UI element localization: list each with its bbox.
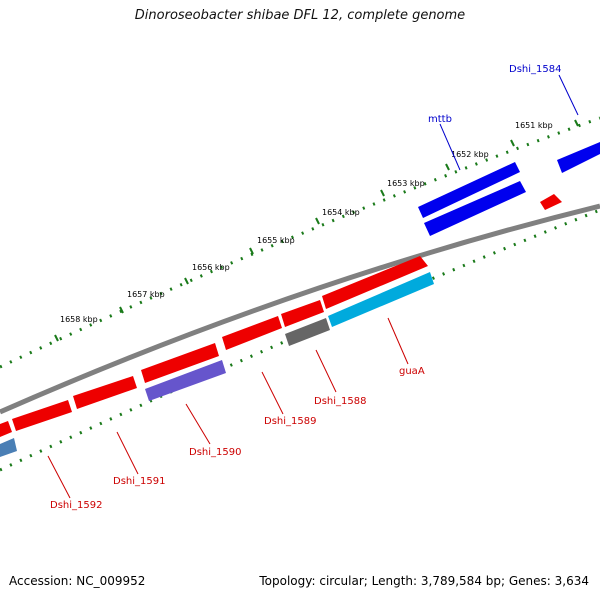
gene-label[interactable]: Dshi_1589	[264, 416, 316, 427]
gene-label[interactable]: Dshi_1591	[113, 476, 165, 487]
gene-feature-dshi-1590[interactable]	[141, 343, 219, 383]
major-ticks	[54, 119, 579, 342]
forward-genes	[418, 142, 600, 236]
gene-feature-dshi-1584[interactable]	[557, 142, 600, 173]
reverse-genes	[0, 256, 428, 437]
gene-label[interactable]: guaA	[399, 366, 425, 377]
gene-feature-dshi-1592[interactable]	[12, 400, 72, 431]
gene-label[interactable]: Dshi_1590	[189, 447, 241, 458]
gene-feature-dshi-1588[interactable]	[281, 300, 324, 327]
gene-label[interactable]: Dshi_1584	[509, 64, 561, 75]
gene-feature-mttb[interactable]	[418, 162, 520, 218]
genome-stats-text: Topology: circular; Length: 3,789,584 bp…	[259, 574, 589, 588]
gene-feature-steelblue[interactable]	[0, 438, 17, 457]
kbp-label: 1658 kbp	[60, 315, 98, 324]
gene-feature-mttb2[interactable]	[424, 181, 526, 236]
kbp-label: 1654 kbp	[322, 208, 360, 217]
gene-feature-guaA[interactable]	[322, 256, 428, 309]
gene-label[interactable]: Dshi_1588	[314, 396, 366, 407]
gene-feature-edge[interactable]	[0, 421, 12, 437]
inner-tick-ring	[0, 208, 600, 472]
gene-label[interactable]: mttb	[428, 114, 452, 125]
inner-features	[0, 272, 434, 457]
kbp-label: 1653 kbp	[387, 179, 425, 188]
kbp-label: 1657 kbp	[127, 290, 165, 299]
label-lines	[47, 74, 579, 499]
kbp-label: 1656 kbp	[192, 263, 230, 272]
accession-text: Accession: NC_009952	[9, 574, 146, 588]
gene-feature-small[interactable]	[540, 194, 562, 210]
gene-feature-gray[interactable]	[285, 318, 330, 346]
kbp-label: 1655 kbp	[257, 236, 295, 245]
gene-feature-dshi-1591[interactable]	[73, 376, 137, 409]
gene-feature-dshi-1589[interactable]	[222, 316, 282, 350]
kbp-label: 1652 kbp	[451, 150, 489, 159]
gene-feature-purple[interactable]	[145, 360, 226, 401]
map-title: Dinoroseobacter shibae DFL 12, complete …	[134, 8, 466, 23]
genome-backbone	[0, 203, 600, 415]
gene-feature-cyan[interactable]	[328, 272, 434, 327]
gene-label[interactable]: Dshi_1592	[50, 500, 102, 511]
kbp-label: 1651 kbp	[515, 121, 553, 130]
